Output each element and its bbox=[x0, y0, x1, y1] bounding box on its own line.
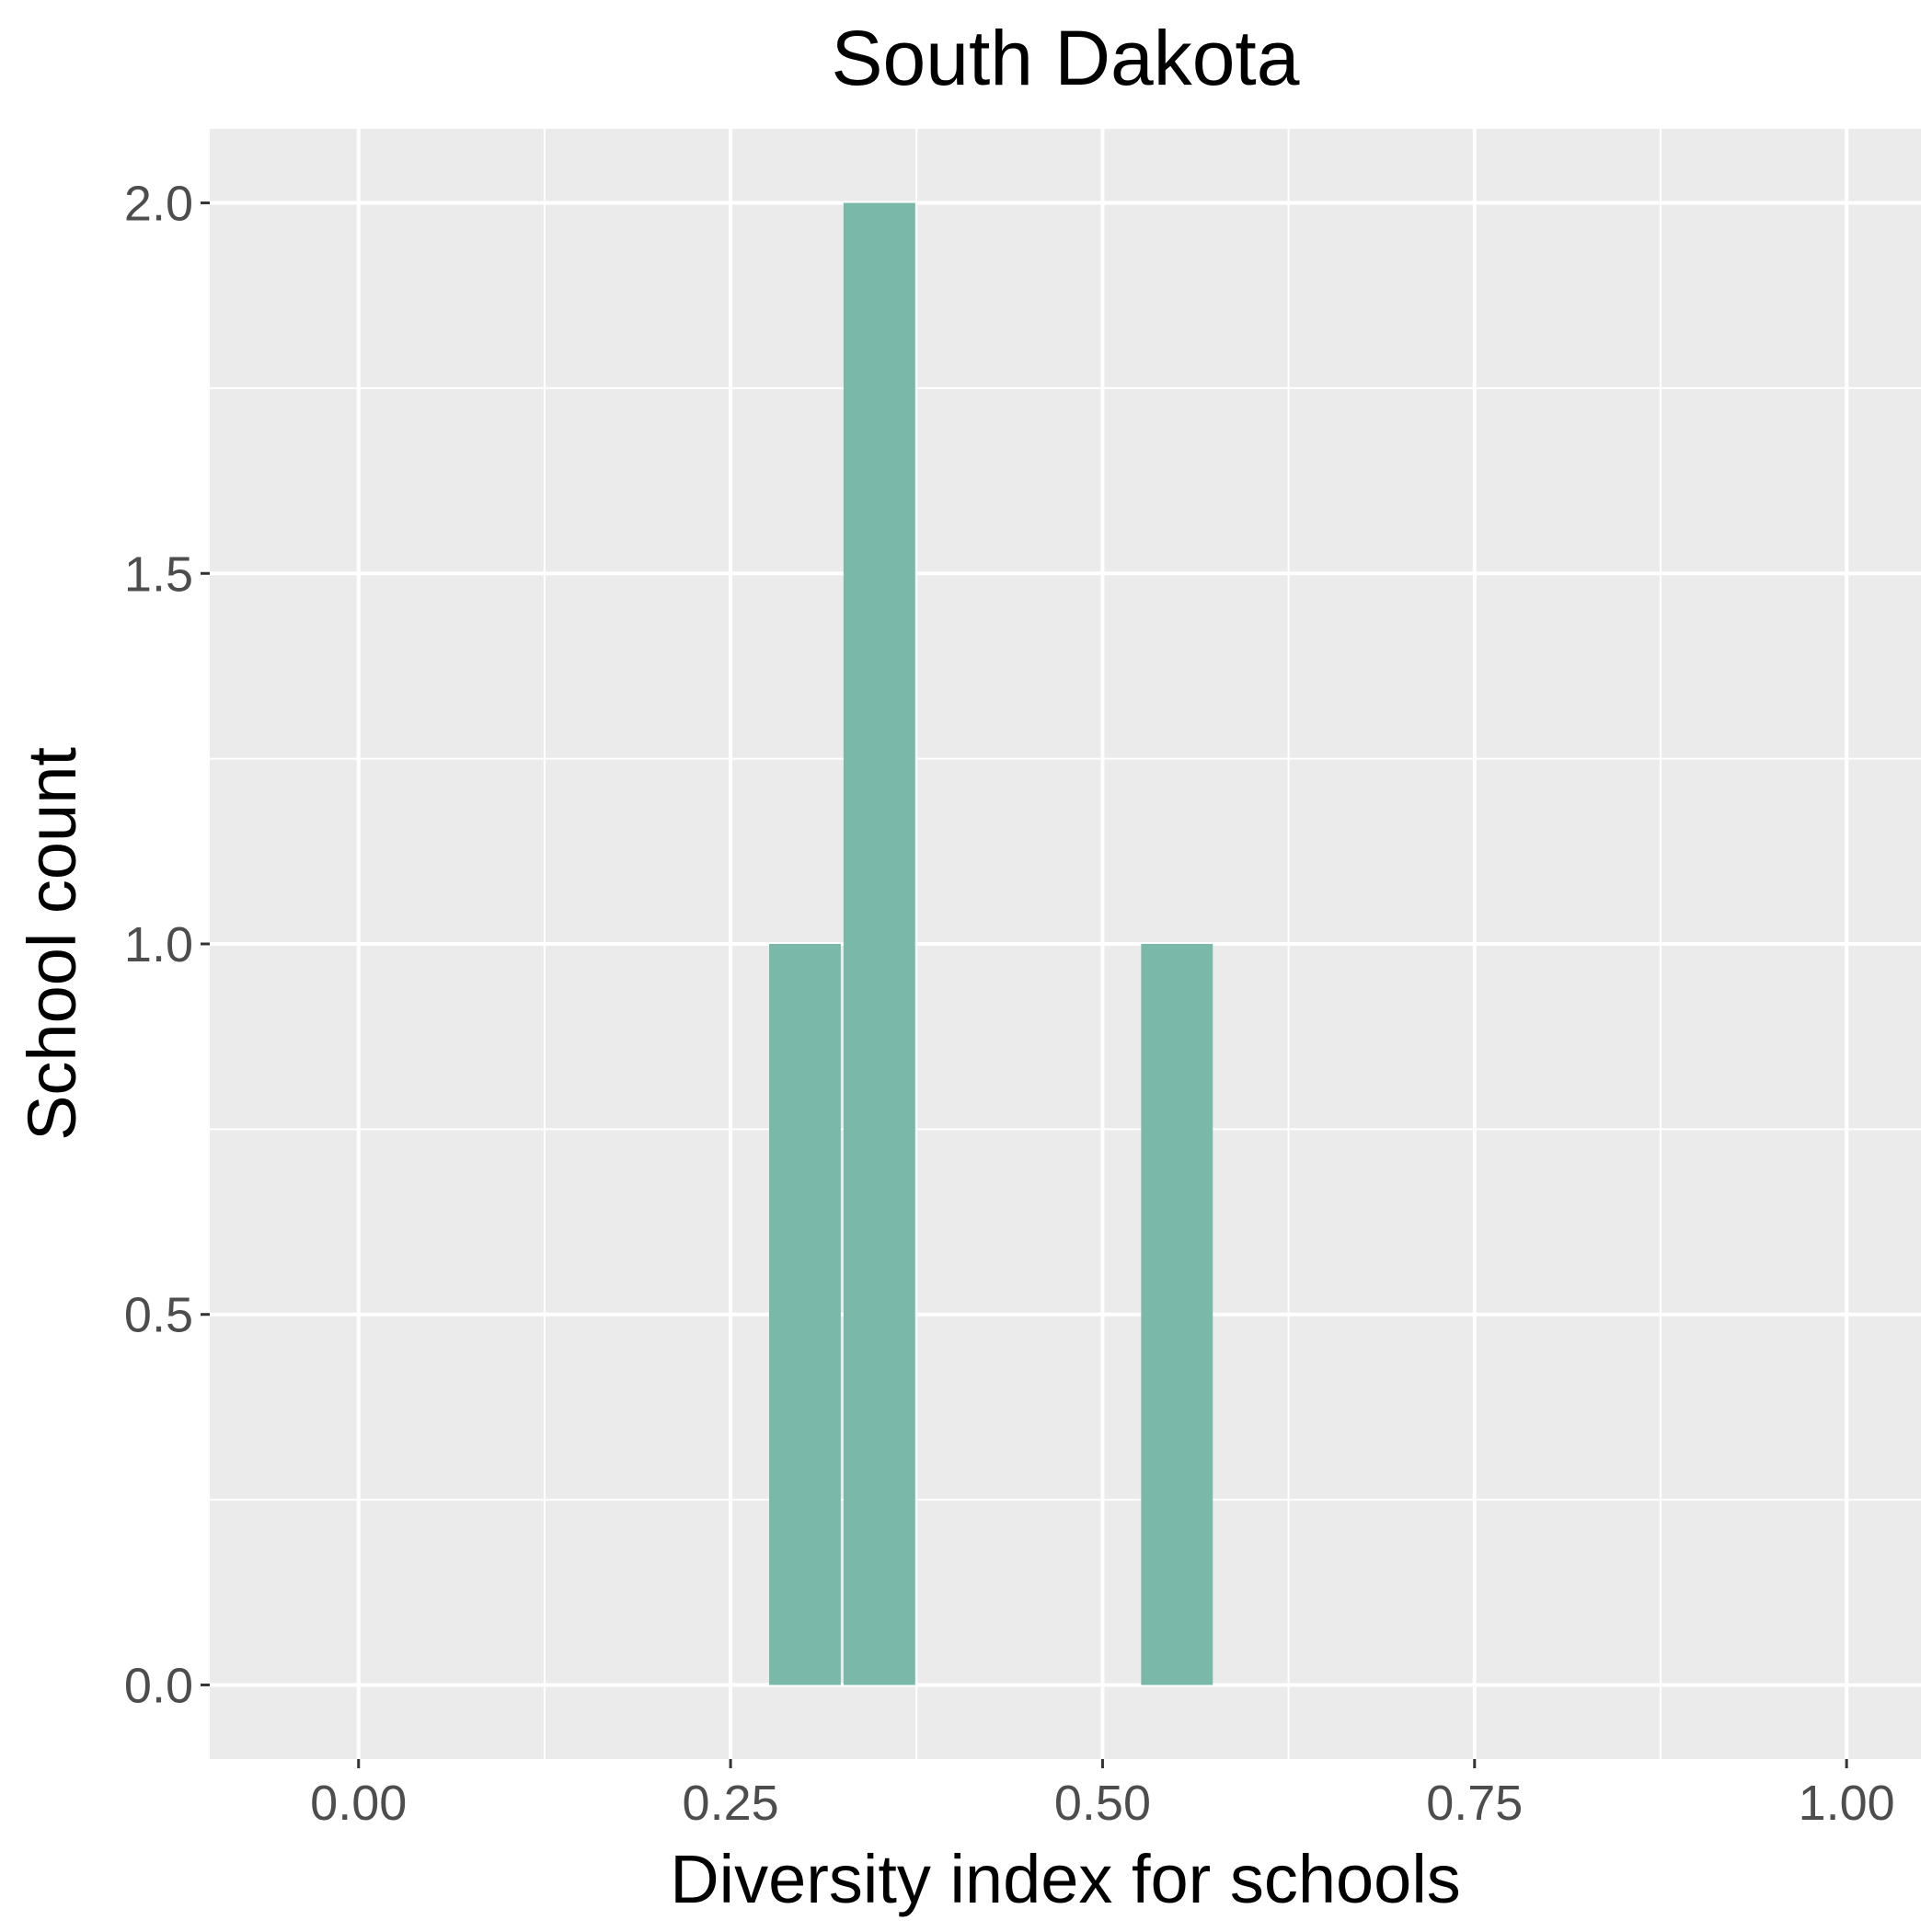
y-tick-label: 0.5 bbox=[124, 1288, 193, 1343]
histogram-bar bbox=[769, 944, 841, 1685]
x-tick-label: 0.00 bbox=[310, 1776, 407, 1831]
x-axis: 0.00 0.25 0.50 0.75 1.00 bbox=[310, 1759, 1895, 1831]
y-tick-label: 1.5 bbox=[124, 546, 193, 602]
x-axis-label: Diversity index for schools bbox=[670, 1841, 1461, 1917]
y-tick-label: 2.0 bbox=[124, 177, 193, 232]
x-tick-label: 1.00 bbox=[1799, 1776, 1895, 1831]
histogram-bar bbox=[1141, 944, 1213, 1685]
y-tick-label: 0.0 bbox=[124, 1658, 193, 1713]
y-axis-label: School count bbox=[14, 747, 90, 1141]
major-gridlines bbox=[210, 129, 1921, 1759]
x-tick-label: 0.50 bbox=[1054, 1776, 1151, 1831]
histogram-bars bbox=[769, 202, 1213, 1685]
histogram-bar bbox=[843, 202, 915, 1685]
chart-title: South Dakota bbox=[831, 15, 1299, 101]
y-tick-label: 1.0 bbox=[124, 917, 193, 972]
x-tick-label: 0.75 bbox=[1426, 1776, 1523, 1831]
x-tick-label: 0.25 bbox=[683, 1776, 779, 1831]
y-axis: 0.0 0.5 1.0 1.5 2.0 bbox=[124, 177, 210, 1713]
